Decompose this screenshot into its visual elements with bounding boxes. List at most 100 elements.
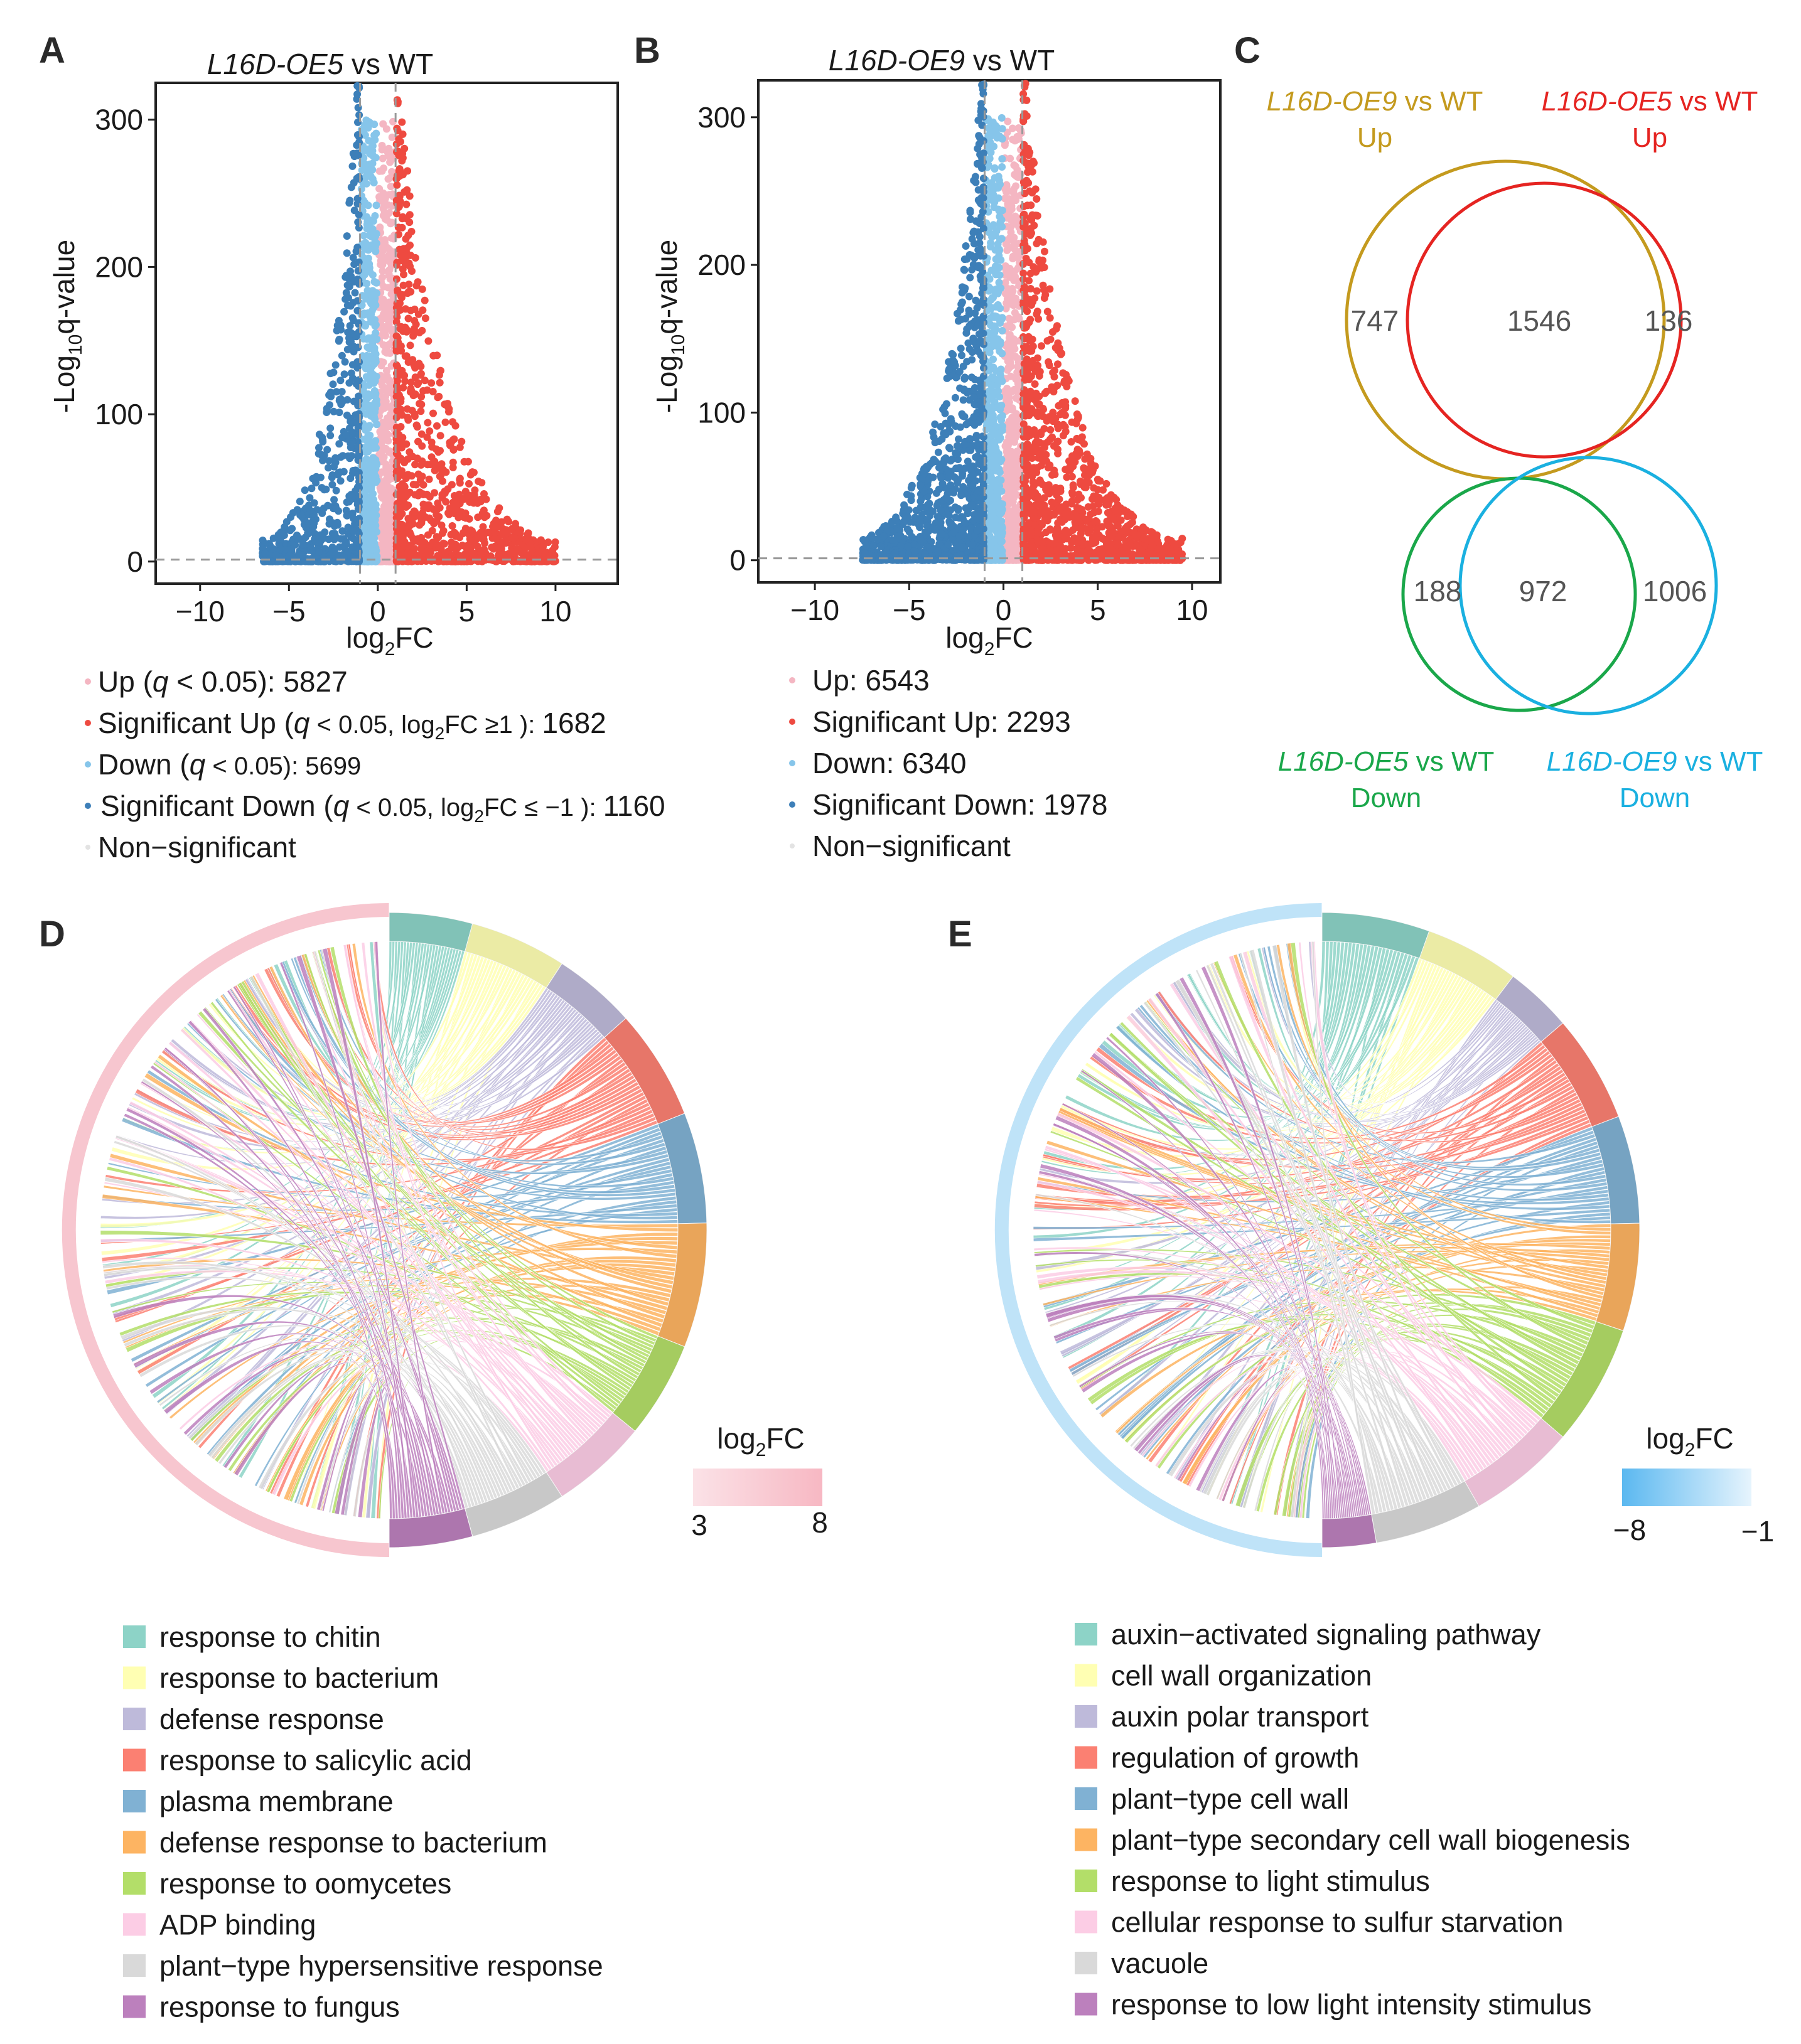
up-point	[1012, 182, 1020, 190]
down-point	[994, 240, 1002, 248]
sig-up-point	[404, 515, 412, 523]
sig-up-point	[544, 557, 552, 565]
down-point	[363, 473, 371, 481]
up-point	[389, 190, 397, 198]
sig-down-point	[312, 479, 320, 487]
down-point	[367, 541, 375, 549]
sig-up-point	[401, 377, 409, 385]
x-tick-label: 10	[539, 595, 571, 628]
sig-up-point	[479, 523, 487, 531]
sig-up-point	[411, 491, 419, 499]
up-point	[1008, 429, 1016, 437]
sig-down-point	[344, 328, 352, 336]
down-point	[368, 271, 377, 279]
down-point	[371, 405, 379, 413]
down-point	[363, 286, 372, 294]
up-point	[379, 358, 387, 367]
sig-down-point	[299, 540, 307, 548]
down-point	[998, 135, 1006, 143]
sig-up-point	[1033, 195, 1041, 203]
sig-up-point	[427, 438, 436, 446]
sig-down-point	[330, 463, 338, 471]
up-point	[377, 314, 385, 322]
down-point	[997, 402, 1005, 410]
sig-up-point	[402, 252, 411, 260]
panel-label-a: A	[39, 30, 65, 71]
up-point	[1002, 304, 1010, 313]
sig-down-point	[342, 289, 350, 297]
down-point	[988, 196, 996, 205]
sig-up-point	[393, 457, 401, 466]
down-point	[363, 343, 372, 351]
down-point	[997, 476, 1005, 484]
sig-up-point	[476, 552, 485, 560]
sig-up-point	[449, 445, 458, 453]
down-point	[994, 205, 1003, 213]
sig-up-point	[398, 467, 406, 475]
volcano-a-title-italic: L16D-OE5	[207, 48, 344, 80]
down-point	[989, 355, 997, 363]
down-point	[372, 201, 380, 210]
sig-up-point	[401, 459, 409, 466]
sig-up-point	[403, 405, 411, 413]
down-point	[370, 131, 379, 139]
down-point	[987, 473, 995, 481]
up-point	[1007, 482, 1015, 490]
up-point	[1009, 124, 1016, 132]
sig-up-point	[394, 377, 402, 385]
legend-a-ns: Non−significant	[98, 831, 296, 864]
volcano-a-thresholds	[156, 83, 618, 584]
up-point	[1011, 345, 1019, 353]
up-point	[379, 304, 387, 312]
sig-down-point	[330, 496, 338, 504]
up-point	[385, 144, 393, 152]
sig-up-point	[407, 306, 415, 314]
sig-up-point	[427, 548, 434, 556]
legend-a-down-count: 5699	[305, 752, 361, 780]
sig-up-point	[537, 557, 545, 565]
down-point	[367, 297, 375, 305]
sig-up-point	[1026, 269, 1035, 277]
down-point	[363, 218, 372, 226]
sig-down-point	[272, 551, 280, 559]
sig-up-point	[412, 320, 420, 328]
sig-up-point	[392, 393, 401, 400]
sig-down-point	[323, 446, 331, 454]
up-point	[377, 493, 385, 501]
sig-down-point	[287, 513, 294, 521]
sig-up-point	[448, 543, 456, 552]
up-point	[387, 326, 395, 334]
sig-up-point	[551, 538, 559, 546]
volcano-a-title: L16D-OE5 vs WT	[207, 48, 433, 80]
sig-up-point	[1027, 201, 1035, 209]
up-point	[384, 483, 392, 491]
sig-up-point	[432, 445, 440, 453]
sig-down-point	[331, 530, 339, 538]
down-point	[998, 125, 1006, 133]
down-point	[997, 375, 1005, 383]
sig-up-point	[503, 529, 511, 537]
down-point	[994, 288, 1003, 296]
sig-down-point	[345, 199, 353, 207]
sig-up-point	[417, 461, 425, 469]
sig-down-point	[350, 557, 358, 565]
sig-up-point	[417, 370, 425, 378]
sig-down-point	[299, 551, 307, 559]
sig-down-point	[326, 431, 335, 439]
sig-down-point	[347, 440, 355, 448]
sig-down-point	[336, 477, 345, 485]
up-point	[387, 183, 395, 191]
legend-a-up: Up (q < 0.05): 5827	[98, 665, 348, 698]
y-tick-label: 200	[95, 250, 143, 283]
x-tick-label: −10	[176, 595, 225, 628]
sig-up-point	[399, 213, 407, 221]
sig-up-point	[395, 245, 404, 254]
sig-up-point	[541, 550, 549, 559]
sig-up-point	[425, 475, 433, 483]
sig-down-point	[349, 419, 357, 427]
sig-up-point	[397, 534, 406, 542]
down-point	[372, 279, 380, 287]
down-point	[369, 438, 377, 446]
sig-down-point	[328, 471, 336, 479]
sig-up-point	[470, 468, 478, 476]
